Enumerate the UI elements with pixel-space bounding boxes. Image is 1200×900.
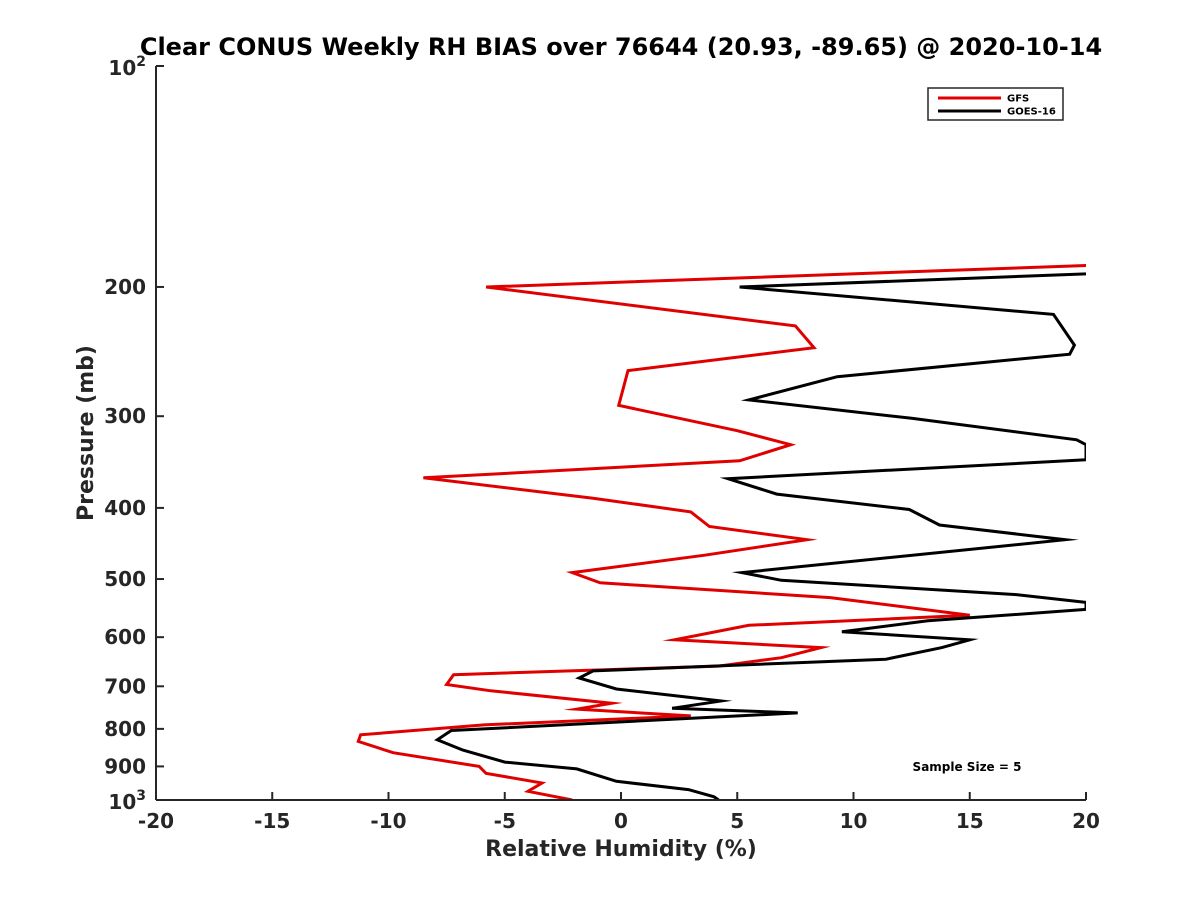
series-line-goes-16: [434, 272, 1086, 800]
y-tick-label: 300: [104, 404, 146, 428]
y-tick-label: 500: [104, 567, 146, 591]
x-tick-label: 5: [730, 809, 744, 833]
sample-size-annotation: Sample Size = 5: [913, 760, 1022, 774]
y-tick-label: 700: [104, 674, 146, 698]
x-tick-label: 0: [614, 809, 628, 833]
x-axis-label: Relative Humidity (%): [485, 837, 757, 862]
y-tick-label: 400: [104, 496, 146, 520]
x-tick-label: -15: [254, 809, 290, 833]
legend-label-goes-16: GOES-16: [1007, 107, 1056, 118]
x-tick-label: 10: [840, 809, 868, 833]
y-tick-label: 900: [104, 754, 146, 778]
y-tick-label: 600: [104, 625, 146, 649]
series-line-gfs: [356, 264, 1086, 800]
legend-label-gfs: GFS: [1007, 94, 1029, 105]
y-tick-label: 102: [108, 54, 146, 80]
chart-title: Clear CONUS Weekly RH BIAS over 76644 (2…: [140, 33, 1102, 61]
x-tick-label: -20: [138, 809, 174, 833]
series-layer: [356, 264, 1086, 800]
x-tick-label: 20: [1072, 809, 1100, 833]
x-tick-label: 15: [956, 809, 984, 833]
x-tick-label: -5: [494, 809, 516, 833]
axes-layer: -20 -15 -10 -5 0 5 10 15 20 200 300 400 500 600 700 800…: [104, 54, 1100, 833]
legend: GFS GOES-16: [927, 87, 1064, 121]
x-tick-label: -10: [370, 809, 406, 833]
y-tick-label: 800: [104, 717, 146, 741]
y-axis-label: Pressure (mb): [74, 345, 99, 521]
y-tick-label: 103: [108, 788, 146, 814]
legend-box: [927, 87, 1064, 121]
y-tick-label: 200: [104, 275, 146, 299]
